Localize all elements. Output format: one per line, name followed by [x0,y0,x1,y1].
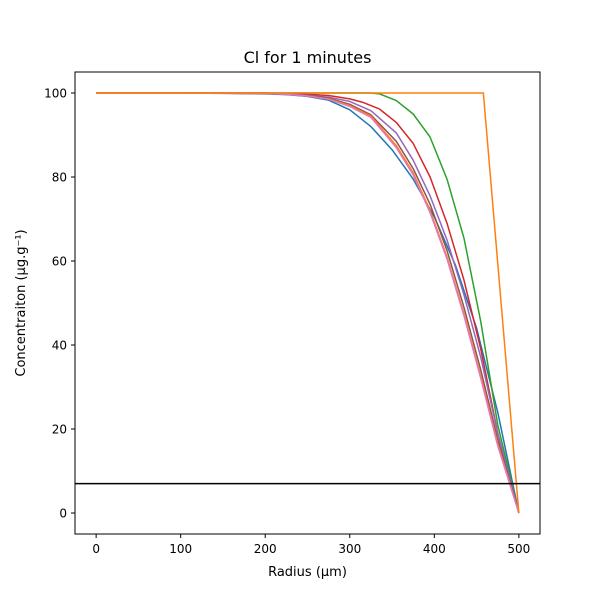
chart-title: Cl for 1 minutes [244,48,372,67]
x-tick-label: 500 [507,542,530,556]
x-tick-label: 200 [254,542,277,556]
axes: 0 100 200 300 400 500 0 20 40 60 80 100 [44,87,530,557]
series-line-8 [96,92,520,514]
series-line-7 [96,92,520,514]
y-tick-label: 100 [44,87,67,101]
y-tick-label: 40 [52,339,67,353]
plot-frame [74,71,541,535]
x-tick-label: 400 [423,542,446,556]
x-tick-label: 100 [169,542,192,556]
y-tick-label: 0 [59,507,67,521]
y-tick-label: 80 [52,171,67,185]
x-tick-label: 300 [338,542,361,556]
y-axis-label: Concentraiton (μg.g⁻¹) [14,229,29,376]
y-tick-label: 20 [52,423,67,437]
x-tick-label: 0 [92,542,100,556]
plot-area [75,92,540,514]
y-tick-label: 60 [52,255,67,269]
x-axis-label: Radius (μm) [268,565,347,580]
